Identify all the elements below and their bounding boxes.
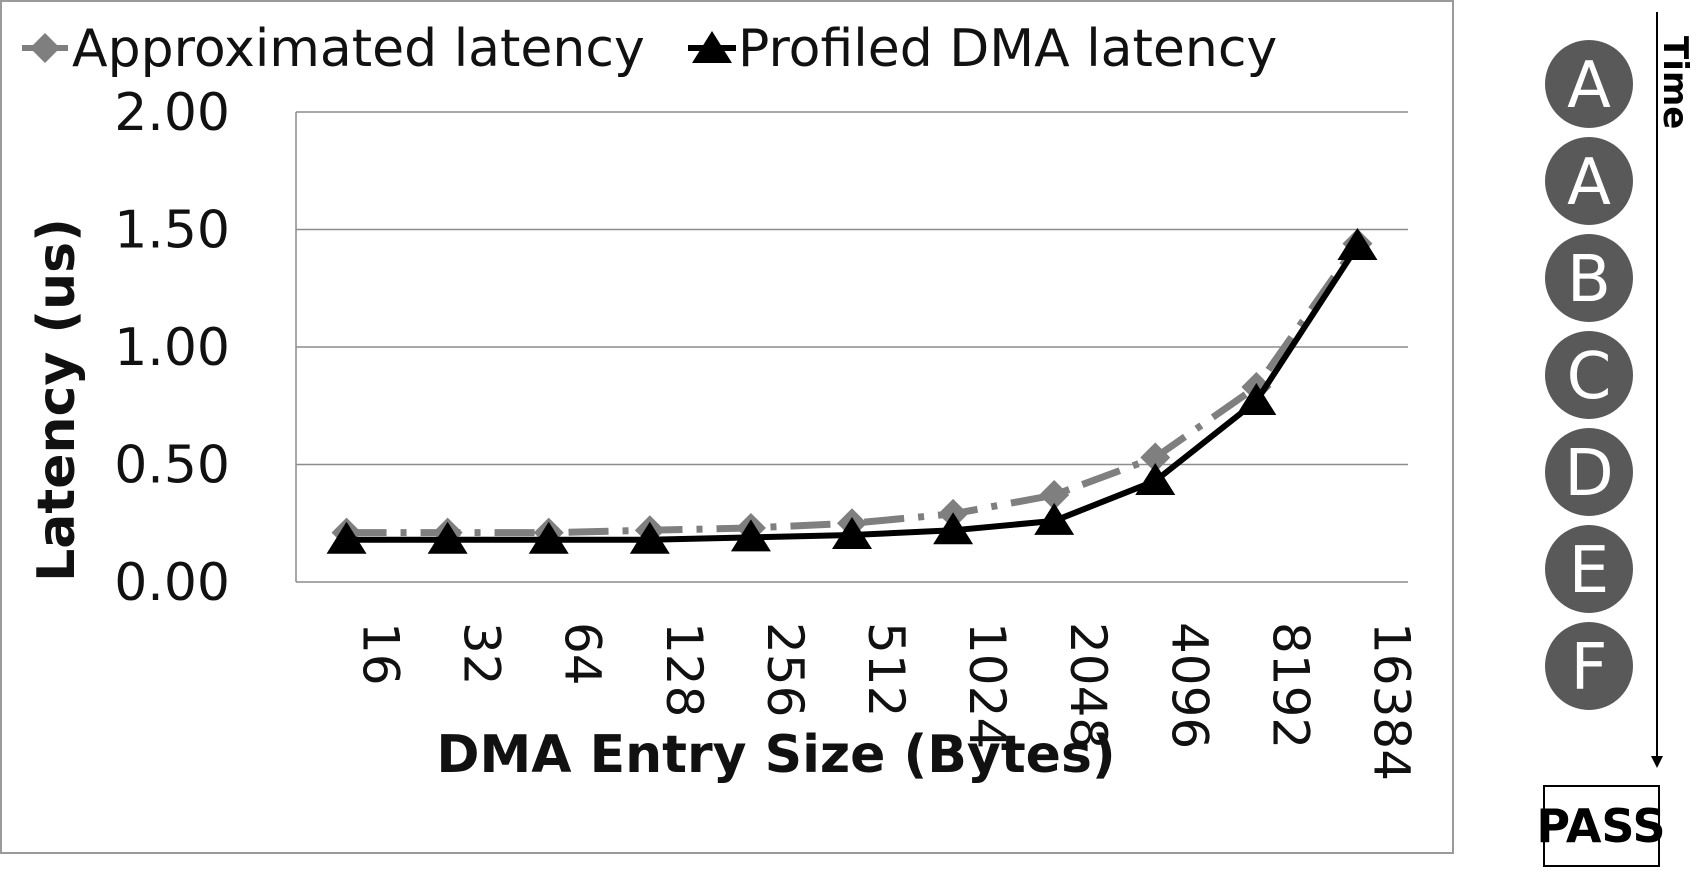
approximated-point <box>1140 442 1171 473</box>
legend: Approximated latency Profiled DMA latenc… <box>22 19 1277 79</box>
profiled-point <box>427 521 468 554</box>
legend-approximated-marker <box>22 33 68 63</box>
x-tick-label: 16384 <box>1362 622 1420 781</box>
y-tick-label: 0.50 <box>114 436 230 496</box>
profiled-point <box>1135 462 1176 495</box>
chart-frame <box>0 0 1454 854</box>
x-tick-label: 256 <box>756 622 814 717</box>
step-label: C <box>1567 340 1612 414</box>
series-approximated-line <box>346 241 1361 537</box>
step-label: F <box>1571 631 1608 705</box>
x-tick-label: 8192 <box>1261 622 1319 749</box>
y-tick-label: 1.00 <box>114 318 230 378</box>
profiled-point <box>1034 502 1075 535</box>
step-label: A <box>1567 146 1611 220</box>
series-profiled-line <box>346 244 1360 543</box>
step-label: E <box>1569 534 1609 608</box>
legend-approximated-label: Approximated latency <box>72 19 645 79</box>
y-axis-title: Latency (us) <box>27 218 87 582</box>
step-label: D <box>1564 437 1613 511</box>
step-circle <box>1545 331 1633 419</box>
legend-profiled-marker <box>688 31 736 63</box>
pass-box <box>1543 785 1660 867</box>
time-arrow-head <box>1651 756 1663 768</box>
y-tick-label: 1.50 <box>114 201 230 261</box>
x-tick-label: 1024 <box>958 622 1016 749</box>
profiled-point <box>629 521 670 554</box>
approximated-point <box>1039 480 1070 511</box>
profiled-point <box>1337 227 1378 260</box>
x-tick-label: 16 <box>352 622 410 686</box>
step-circle <box>1545 525 1633 613</box>
time-label: Time <box>1655 36 1695 129</box>
step-label: B <box>1567 243 1611 317</box>
y-tick-label: 2.00 <box>114 83 230 143</box>
x-tick-label: 64 <box>554 622 612 686</box>
y-tick-label: 0.00 <box>114 553 230 613</box>
profiled-point <box>933 512 974 545</box>
profiled-point <box>1236 383 1277 416</box>
profiled-point <box>326 521 367 554</box>
pass-label: PASS <box>1536 799 1665 853</box>
step-circle <box>1545 622 1633 710</box>
step-circle <box>1545 234 1633 322</box>
x-axis-title: DMA Entry Size (Bytes) <box>436 725 1115 785</box>
step-label: A <box>1567 49 1611 123</box>
profiled-point <box>730 519 771 552</box>
x-tick-label: 512 <box>857 622 915 717</box>
x-tick-label: 4096 <box>1160 622 1218 749</box>
profiled-point <box>528 521 569 554</box>
legend-profiled-label: Profiled DMA latency <box>738 19 1277 79</box>
profiled-point <box>832 517 872 549</box>
x-tick-label: 2048 <box>1059 622 1117 749</box>
x-tick-label: 128 <box>655 622 713 717</box>
step-circle <box>1545 40 1633 128</box>
plot-area: 0.00 0.50 1.00 1.50 2.00 16 32 64 128 256 512 1024 2… <box>114 83 1420 781</box>
x-tick-label: 32 <box>453 622 511 686</box>
step-circle <box>1545 428 1633 516</box>
step-circle <box>1545 137 1633 225</box>
